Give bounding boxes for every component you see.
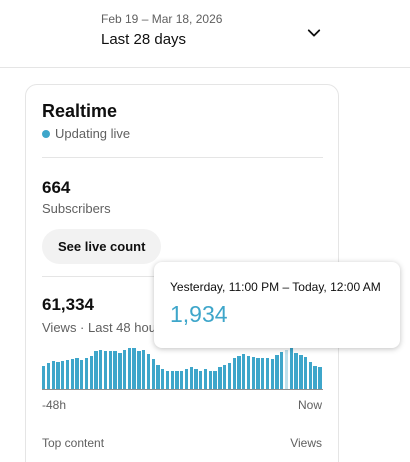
chart-bar[interactable] <box>94 351 98 389</box>
chart-bar[interactable] <box>208 370 213 389</box>
chart-bar[interactable] <box>137 351 141 389</box>
chart-bar[interactable] <box>261 357 265 389</box>
see-live-count-button[interactable]: See live count <box>42 229 162 264</box>
chevron-down-icon[interactable] <box>305 24 323 42</box>
chart-bar[interactable] <box>56 361 60 389</box>
chart-bar[interactable] <box>284 349 289 389</box>
date-range-selector[interactable]: Feb 19 – Mar 18, 2026 Last 28 days <box>0 0 410 68</box>
date-range-text: Feb 19 – Mar 18, 2026 <box>101 12 223 26</box>
chart-bar[interactable] <box>289 347 293 389</box>
chart-bar[interactable] <box>270 359 274 389</box>
chart-bar[interactable] <box>151 359 155 389</box>
chart-bar[interactable] <box>218 367 222 389</box>
chart-bar[interactable] <box>227 362 232 389</box>
tooltip-value: 1,934 <box>170 301 228 327</box>
chart-bar[interactable] <box>294 353 298 389</box>
chart-bar[interactable] <box>237 355 241 389</box>
period-label: Last 28 days <box>101 31 187 48</box>
chart-bar[interactable] <box>242 354 246 389</box>
chart-bar[interactable] <box>142 349 146 389</box>
chart-axis-line <box>42 389 323 390</box>
tooltip-range: Yesterday, 11:00 PM – Today, 12:00 AM <box>170 280 381 294</box>
chart-bar[interactable] <box>232 357 236 389</box>
chart-bar[interactable] <box>65 360 70 389</box>
chart-bar[interactable] <box>180 370 184 389</box>
chart-bar[interactable] <box>303 356 308 389</box>
chart-bar[interactable] <box>75 358 79 389</box>
top-content-label: Top content <box>42 436 105 450</box>
chart-bar[interactable] <box>89 355 93 389</box>
views-label: Views · Last 48 hours <box>42 320 167 335</box>
chart-bar[interactable] <box>161 368 165 389</box>
subscriber-count: 664 <box>42 178 71 197</box>
chart-bar[interactable] <box>108 351 112 389</box>
chart-bar[interactable] <box>84 358 89 389</box>
chart-bar[interactable] <box>189 367 193 389</box>
chart-bar[interactable] <box>103 350 108 389</box>
chart-bar[interactable] <box>313 366 317 389</box>
chart-bar[interactable] <box>280 352 284 389</box>
views-count: 61,334 <box>42 295 94 314</box>
chart-bar[interactable] <box>213 370 217 389</box>
chart-bar[interactable] <box>46 362 51 389</box>
chart-bar[interactable] <box>203 368 208 389</box>
chart-bar[interactable] <box>165 370 170 389</box>
tick-label-end: Now <box>297 398 322 412</box>
card-title: Realtime <box>42 101 118 121</box>
chart-tooltip: Yesterday, 11:00 PM – Today, 12:00 AM 1,… <box>154 262 400 348</box>
views-column-label: Views <box>290 436 322 450</box>
chart-bar[interactable] <box>122 349 127 389</box>
chart-bar[interactable] <box>246 355 251 389</box>
chart-bar[interactable] <box>70 359 74 389</box>
chart-bar[interactable] <box>265 358 270 389</box>
chart-bar[interactable] <box>194 368 198 389</box>
live-status-text: Updating live <box>55 126 131 141</box>
chart-bar[interactable] <box>80 360 84 389</box>
chart-bar[interactable] <box>199 370 203 389</box>
chart-bar[interactable] <box>156 364 160 389</box>
chart-bar[interactable] <box>113 350 117 389</box>
chart-bar[interactable] <box>299 354 303 389</box>
chart-bar[interactable] <box>127 347 132 389</box>
views-bar-chart[interactable] <box>42 347 323 389</box>
divider <box>42 157 323 158</box>
subscriber-label: Subscribers <box>42 201 111 216</box>
live-dot-icon <box>42 129 50 138</box>
chart-bar[interactable] <box>184 368 189 389</box>
chart-bar[interactable] <box>318 367 322 389</box>
chart-bar[interactable] <box>51 361 55 389</box>
chart-bar[interactable] <box>256 358 260 389</box>
chart-bar[interactable] <box>118 353 122 389</box>
chart-bar[interactable] <box>222 365 227 389</box>
chart-bar[interactable] <box>308 361 313 389</box>
live-status: Updating live <box>42 126 130 141</box>
tick-label-start: -48h <box>42 398 67 412</box>
chart-bar[interactable] <box>170 370 174 389</box>
chart-bar[interactable] <box>61 361 65 389</box>
chart-bar[interactable] <box>132 347 136 389</box>
chart-bar[interactable] <box>175 370 179 389</box>
chart-bar[interactable] <box>42 366 46 389</box>
chart-bar[interactable] <box>146 354 151 389</box>
chart-bar[interactable] <box>99 349 103 389</box>
chart-bar[interactable] <box>275 354 279 389</box>
chart-bar[interactable] <box>251 356 255 389</box>
